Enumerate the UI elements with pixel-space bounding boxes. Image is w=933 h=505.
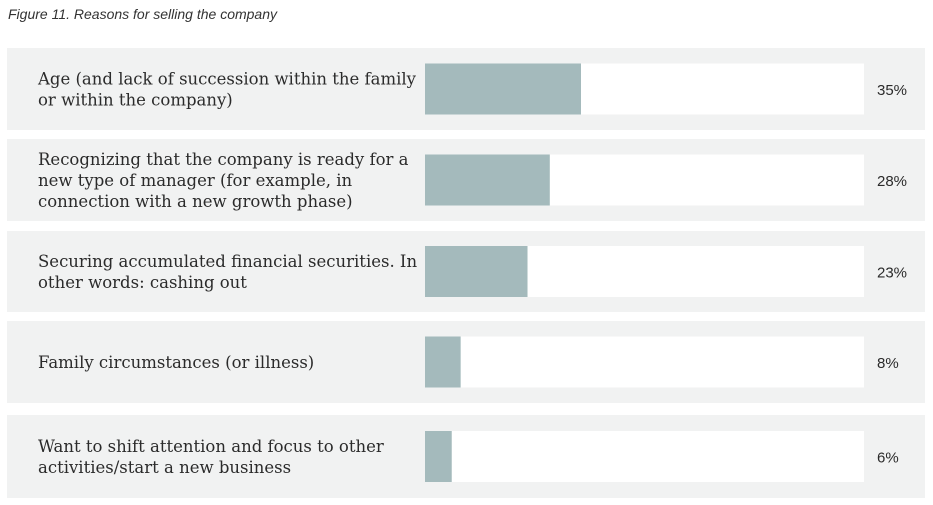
value-label: 6%	[877, 450, 899, 467]
category-label: Securing accumulated financial securitie…	[38, 252, 417, 292]
category-label-line: or within the company)	[38, 91, 233, 110]
bar-4	[425, 336, 461, 388]
category-label-line: new type of manager (for example, in	[38, 171, 353, 190]
category-label-line: activities/start a new business	[38, 458, 291, 477]
chart-title: Figure 11. Reasons for selling the compa…	[8, 6, 277, 22]
bar-3	[425, 246, 528, 297]
category-label: Recognizing that the company is ready fo…	[38, 150, 409, 211]
category-label: Want to shift attention and focus to oth…	[38, 437, 384, 477]
bar-1	[425, 63, 581, 115]
bar-track	[425, 336, 864, 388]
bar-2	[425, 154, 550, 206]
category-label-line: Age (and lack of succession within the f…	[37, 70, 417, 89]
category-label-line: Want to shift attention and focus to oth…	[38, 437, 384, 456]
value-label: 28%	[877, 173, 907, 190]
category-label: Family circumstances (or illness)	[38, 353, 314, 372]
category-label-line: connection with a new growth phase)	[38, 192, 353, 211]
category-label-line: Securing accumulated financial securitie…	[38, 252, 417, 271]
bar-track	[425, 431, 864, 482]
category-label-line: other words: cashing out	[38, 273, 247, 292]
value-label: 35%	[877, 82, 907, 99]
bar-5	[425, 431, 452, 482]
value-label: 8%	[877, 355, 899, 372]
category-label-line: Recognizing that the company is ready fo…	[38, 150, 409, 169]
category-label-line: Family circumstances (or illness)	[38, 353, 314, 372]
value-label: 23%	[877, 265, 907, 282]
category-label: Age (and lack of succession within the f…	[37, 70, 417, 110]
